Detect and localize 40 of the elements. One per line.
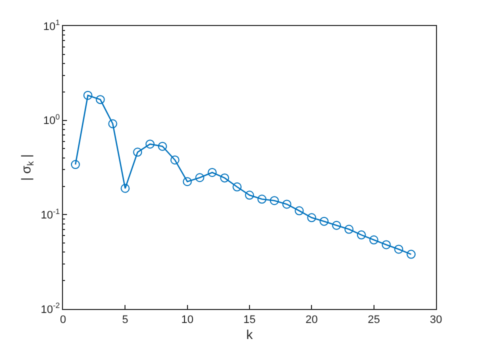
point (344, 224, 354, 234)
y-tick-label: 10$^{1}$ (43, 18, 60, 33)
x-tick-label: 30 (430, 314, 442, 326)
point (320, 216, 329, 226)
point (245, 190, 254, 200)
point (382, 240, 391, 250)
point (170, 155, 180, 164)
x-tick-label: 25 (368, 314, 380, 326)
point (307, 213, 316, 222)
point (356, 230, 366, 240)
point (108, 119, 118, 128)
point (220, 173, 230, 182)
x-axis-title: k (246, 326, 254, 342)
point (158, 142, 167, 151)
point (208, 168, 217, 177)
point (96, 95, 105, 104)
point (70, 160, 80, 170)
point (120, 184, 130, 193)
point (282, 200, 292, 209)
point (232, 182, 242, 192)
point (332, 220, 342, 230)
point (270, 196, 279, 206)
x-tick-label: 15 (243, 314, 256, 326)
x-tick-label: 0 (60, 314, 66, 326)
point (257, 194, 266, 204)
point (133, 148, 142, 157)
point (294, 206, 304, 216)
y-tick-label: 10$^{-1}$ (40, 206, 60, 222)
x-tick-label: 10 (181, 314, 194, 326)
point (146, 140, 155, 149)
y-tick-label: 10$^{-2}$ (40, 301, 60, 316)
point (406, 250, 416, 259)
point (369, 235, 378, 244)
point (394, 244, 404, 254)
y-tick-label: 10$^{0}$ (43, 112, 60, 128)
x-tick-label: 20 (306, 314, 318, 326)
point (83, 90, 92, 100)
point (195, 173, 204, 182)
x-tick-label: 5 (122, 314, 128, 326)
point (182, 177, 192, 186)
